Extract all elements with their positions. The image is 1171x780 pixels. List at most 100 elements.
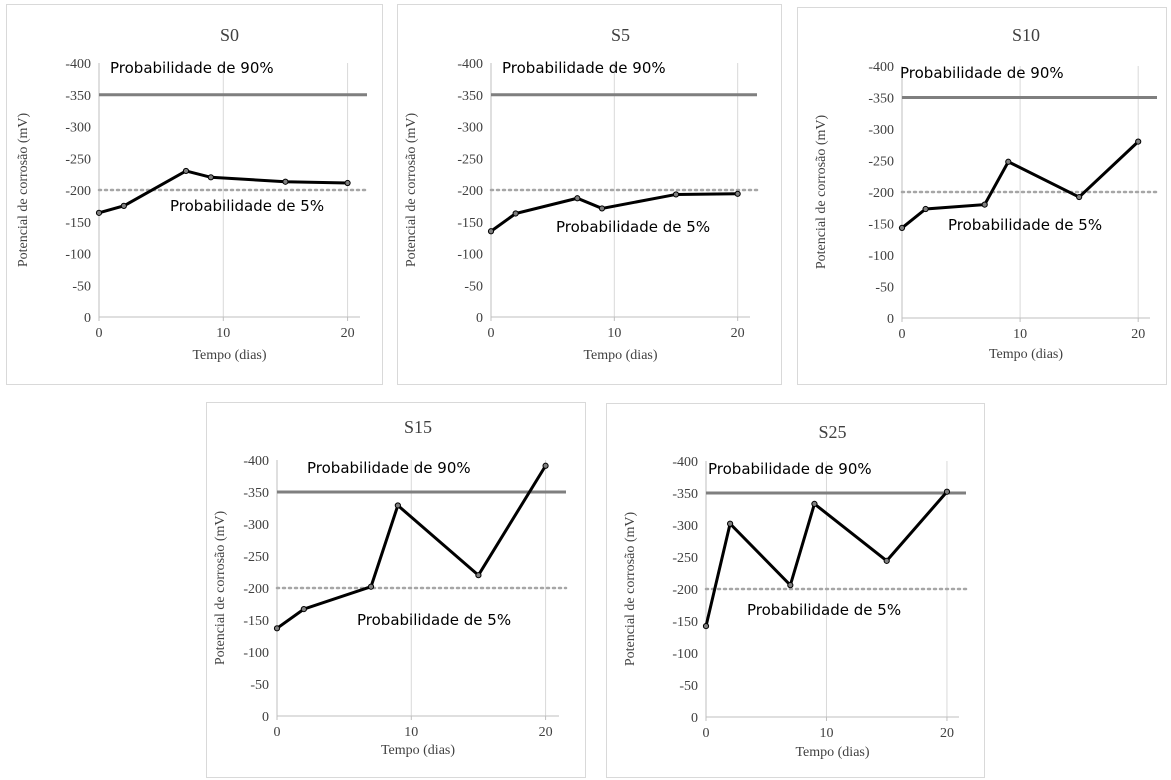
y-tick-label: -400 [457,57,483,72]
y-tick-label: -350 [672,487,698,502]
y-tick-label: -300 [457,121,483,136]
x-tick-label: 0 [96,326,103,341]
y-axis-label: Potencial de corrosão (mV) [16,112,31,267]
data-point [672,191,680,198]
y-axis-label: Potencial de corrosão (mV) [814,114,829,269]
data-point [282,178,289,185]
y-tick-label: 0 [476,311,483,326]
x-axis-label: Tempo (dias) [583,348,657,363]
y-tick-label: -300 [868,123,894,138]
y-tick-label: 0 [691,711,698,726]
data-point [734,190,741,197]
chart-s25: S25 -400 -350 -300 -250 -200 -150 -100 -50 00 10 20… [623,422,968,760]
x-tick-label: 20 [1131,327,1145,342]
x-tick-label: 10 [404,725,418,740]
x-axis-label: Tempo (dias) [192,348,266,363]
x-tick-label: 20 [539,725,553,740]
y-tick-label: -350 [457,89,483,104]
series-line [901,140,1140,230]
chart-title: S15 [404,417,432,437]
y-tick-label: -100 [868,249,894,264]
chart-title: S0 [220,25,239,45]
data-point [1005,158,1012,165]
data-point [787,582,794,589]
annotation-90: Probabilidade de 90% [708,460,872,478]
annotation-5: Probabilidade de 5% [170,197,324,215]
data-point [394,502,401,509]
y-tick-label: -350 [65,89,91,104]
data-point [702,623,710,630]
annotation-90: Probabilidade de 90% [900,64,1064,82]
data-point [273,625,281,632]
y-tick-label: -250 [672,551,698,566]
data-point [598,205,606,212]
data-point [943,488,951,495]
data-point [883,557,890,564]
y-tick-label: -150 [868,218,894,233]
data-point [512,210,519,217]
annotation-90: Probabilidade de 90% [110,59,274,77]
chart-title: S25 [818,422,846,442]
data-point [207,174,214,181]
annotation-5: Probabilidade de 5% [556,218,710,236]
series-line [490,192,738,233]
x-tick-label: 10 [607,326,621,341]
chart-title: S10 [1012,25,1040,45]
y-tick-label: -400 [243,454,269,469]
y-tick-label: -200 [868,186,894,201]
y-tick-label: -250 [868,155,894,170]
y-tick-label: -50 [250,678,269,693]
y-tick-label: 0 [84,311,91,326]
data-point [898,224,906,232]
y-tick-label: -100 [672,647,698,662]
y-tick-label: -300 [65,121,91,136]
data-point [344,179,351,187]
data-point [300,606,307,613]
y-tick-label: -150 [457,216,483,231]
y-tick-label: -400 [65,57,91,72]
y-tick-label: 0 [262,710,269,725]
data-point [120,202,127,209]
annotation-5: Probabilidade de 5% [357,611,511,629]
data-point [475,572,482,579]
y-tick-label: -400 [868,60,894,75]
chart-s10: S10 -400 -350 -300 -250 -200 -150 -100 -50 00 10 20… [814,25,1159,362]
y-axis-label: Potencial de corrosão (mV) [623,511,638,666]
y-tick-label: -200 [457,184,483,199]
y-tick-label: -200 [672,583,698,598]
chart-s5: S5 -400 -350 -300 -250 -200 -150 -100 -50 00 10 20 T… [404,25,759,363]
chart-panel-s15: S15 -400 -350 -300 -250 -200 -150 -100 -50 0 0 10 20… [206,402,586,778]
y-tick-label: -50 [72,279,91,294]
chart-s0: S0 -400 -350 -300 -250 -200 -150 -100 -50 00 10 20 T… [16,25,369,363]
y-tick-label: -250 [457,152,483,167]
y-tick-label: -200 [65,184,91,199]
x-tick-label: 20 [940,726,954,741]
annotation-90: Probabilidade de 90% [307,459,471,477]
y-tick-label: -300 [672,519,698,534]
y-axis-label: Potencial de corrosão (mV) [213,510,228,665]
x-tick-label: 20 [341,326,355,341]
y-tick-label: -400 [672,455,698,470]
data-point [922,205,929,213]
chart-panel-s10: S10 -400 -350 -300 -250 -200 -150 -100 -50 0 0 10 20… [797,7,1167,385]
annotation-5: Probabilidade de 5% [948,216,1102,234]
data-point [726,520,734,527]
annotation-5: Probabilidade de 5% [747,601,901,619]
y-tick-label: -50 [679,679,698,694]
x-axis-label: Tempo (dias) [989,347,1063,362]
y-tick-label: -150 [672,615,698,630]
data-point [487,228,495,235]
series-line [98,169,348,215]
x-tick-label: 0 [274,725,281,740]
x-tick-label: 10 [216,326,230,341]
y-tick-label: -100 [65,248,91,263]
y-tick-label: -250 [65,152,91,167]
data-point [811,500,818,507]
data-point [1135,138,1142,145]
y-tick-label: -100 [243,646,269,661]
series-line [276,464,547,630]
y-tick-label: -150 [243,614,269,629]
data-point [574,195,581,202]
data-point [95,209,103,216]
y-tick-label: -50 [464,279,483,294]
